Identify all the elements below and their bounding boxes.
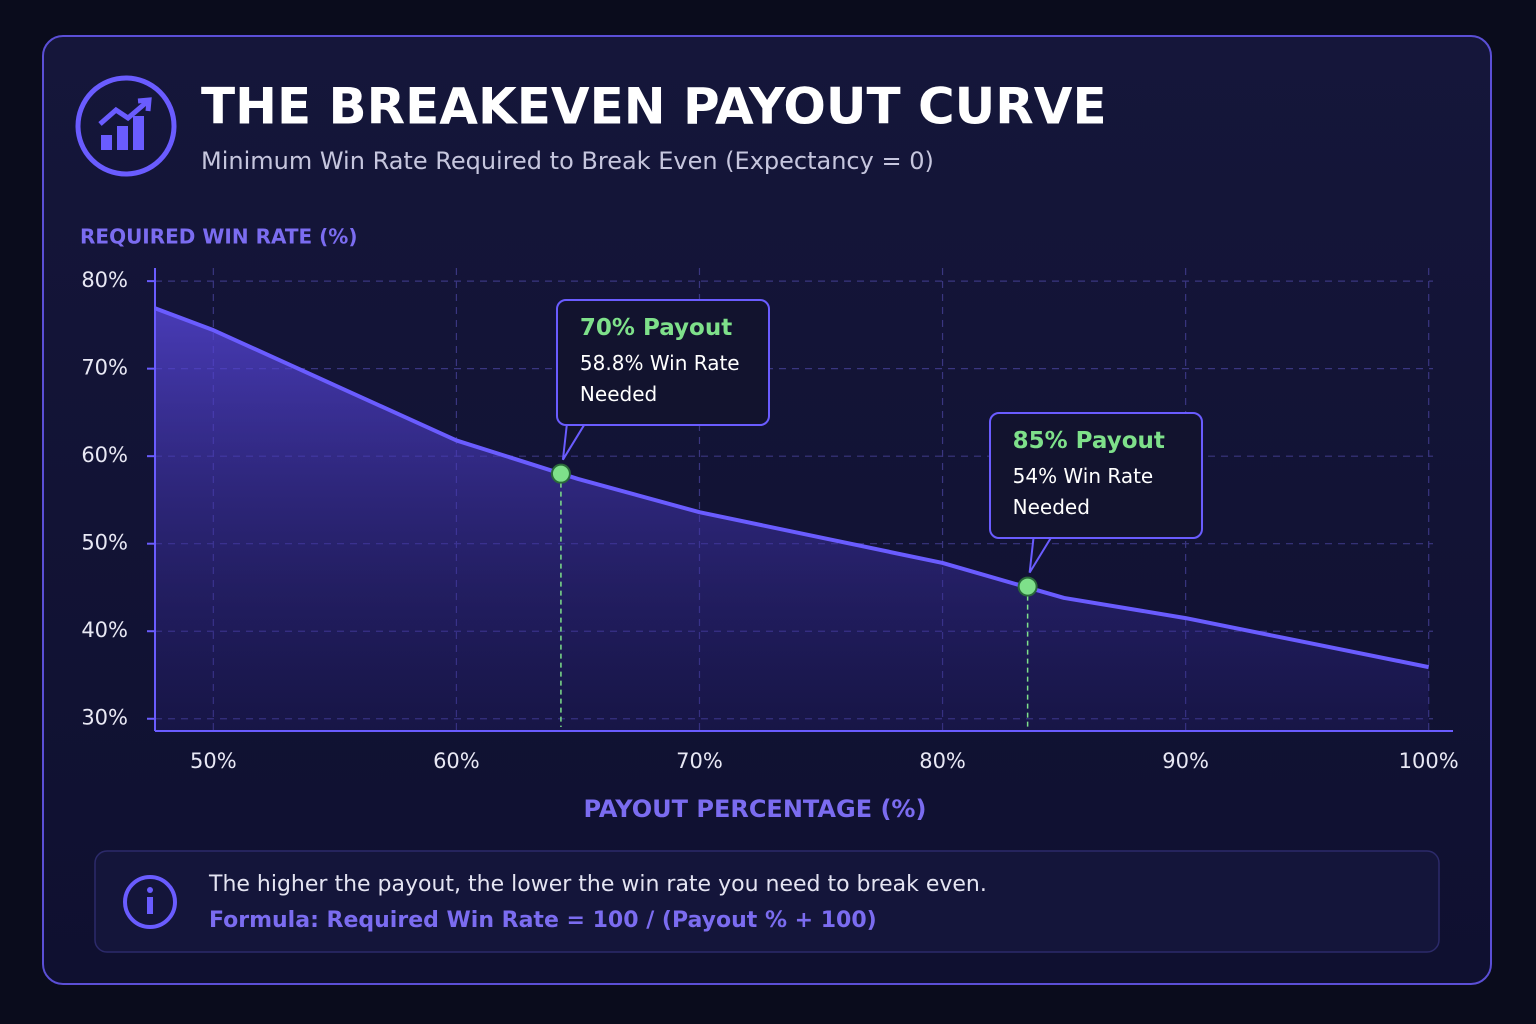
header-icon bbox=[75, 75, 177, 177]
x-tick-label: 80% bbox=[919, 749, 966, 773]
y-tick-label: 40% bbox=[81, 618, 128, 642]
x-axis-label: PAYOUT PERCENTAGE (%) bbox=[584, 795, 927, 823]
y-tick-label: 60% bbox=[81, 443, 128, 467]
card bbox=[42, 35, 1492, 985]
highlight-point bbox=[1017, 576, 1038, 597]
info-icon bbox=[123, 875, 177, 929]
callout: 85% Payout 54% Win Rate Needed bbox=[988, 411, 1203, 539]
title: THE BREAKEVEN PAYOUT CURVE bbox=[201, 78, 1107, 136]
callout-text: 58.8% Win Rate Needed bbox=[579, 350, 740, 406]
x-tick-label: 90% bbox=[1162, 749, 1209, 773]
note-text: The higher the payout, the lower the win… bbox=[208, 872, 987, 897]
callout: 70% Payout 58.8% Win Rate Needed bbox=[555, 298, 770, 426]
callout-title: 70% Payout bbox=[579, 314, 733, 341]
note-box bbox=[94, 850, 1440, 953]
callout-title: 85% Payout bbox=[1012, 427, 1165, 454]
y-tick-label: 50% bbox=[81, 531, 128, 555]
x-tick-label: 60% bbox=[433, 749, 480, 773]
y-axis-label: REQUIRED WIN RATE (%) bbox=[80, 225, 358, 249]
x-tick-label: 100% bbox=[1399, 749, 1459, 773]
subtitle: Minimum Win Rate Required to Break Even … bbox=[201, 147, 934, 175]
x-tick-label: 50% bbox=[190, 749, 237, 773]
x-tick-label: 70% bbox=[676, 749, 723, 773]
callout-tail bbox=[561, 423, 586, 461]
callout-tail bbox=[1028, 536, 1053, 574]
area-fill bbox=[155, 308, 1429, 731]
callout-text: 54% Win Rate Needed bbox=[1012, 463, 1154, 519]
highlight-point bbox=[550, 463, 571, 484]
curve bbox=[154, 306, 1430, 670]
y-tick-label: 70% bbox=[81, 356, 128, 380]
y-tick-label: 30% bbox=[81, 706, 128, 730]
y-tick-label: 80% bbox=[81, 268, 128, 292]
note-formula: Formula: Required Win Rate = 100 / (Payo… bbox=[209, 908, 877, 933]
